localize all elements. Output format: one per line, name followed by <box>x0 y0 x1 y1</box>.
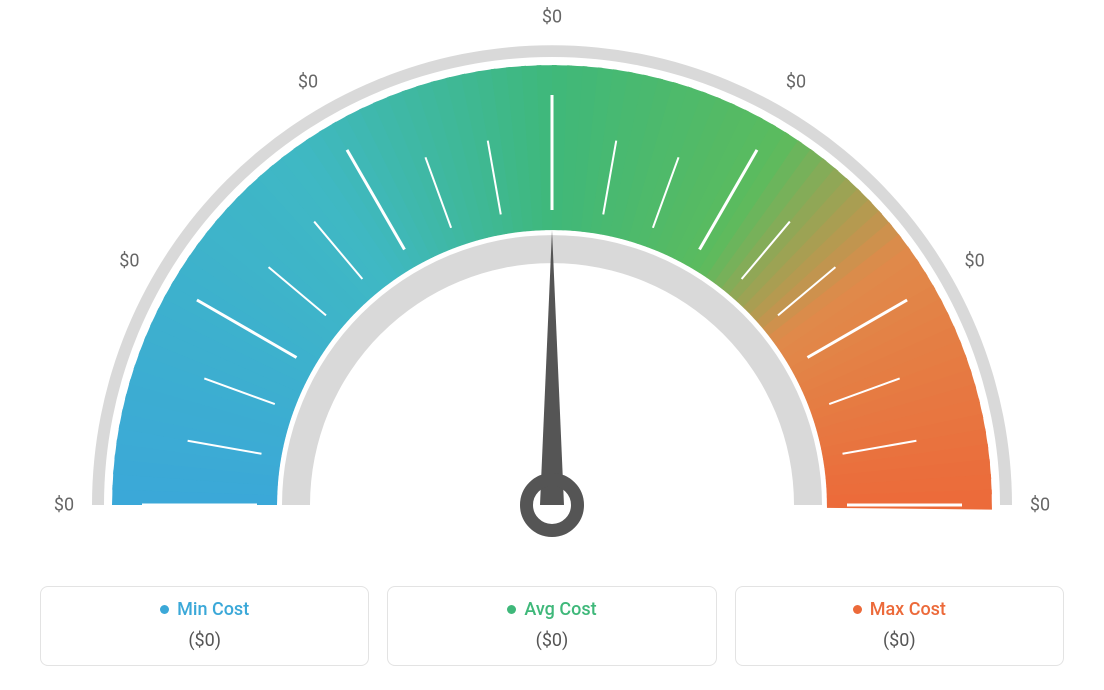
gauge-tick-label: $0 <box>542 7 562 28</box>
legend-max-title: Max Cost <box>746 599 1053 620</box>
legend-max-value: ($0) <box>746 630 1053 651</box>
legend-min-dot <box>160 605 169 614</box>
legend-min-value: ($0) <box>51 630 358 651</box>
legend-max-label: Max Cost <box>870 599 946 620</box>
cost-gauge-chart: $0 $0 $0 $0 $0 $0 $0 Min Cost ($0) Avg Cost ($… <box>0 0 1104 690</box>
legend-min-label: Min Cost <box>177 599 249 620</box>
gauge-svg <box>0 0 1104 560</box>
legend-row: Min Cost ($0) Avg Cost ($0) Max Cost ($0… <box>40 586 1064 666</box>
gauge-tick-label: $0 <box>54 495 74 516</box>
gauge-area: $0 $0 $0 $0 $0 $0 $0 <box>0 0 1104 560</box>
gauge-tick-label: $0 <box>964 251 984 272</box>
legend-max-dot <box>853 605 862 614</box>
gauge-tick-label: $0 <box>119 251 139 272</box>
legend-avg-label: Avg Cost <box>524 599 596 620</box>
legend-min-title: Min Cost <box>51 599 358 620</box>
legend-avg-dot <box>507 605 516 614</box>
gauge-tick-label: $0 <box>298 72 318 93</box>
legend-card-max: Max Cost ($0) <box>735 586 1064 666</box>
legend-avg-value: ($0) <box>398 630 705 651</box>
gauge-tick-label: $0 <box>1030 495 1050 516</box>
legend-avg-title: Avg Cost <box>398 599 705 620</box>
gauge-tick-label: $0 <box>786 72 806 93</box>
legend-card-min: Min Cost ($0) <box>40 586 369 666</box>
legend-card-avg: Avg Cost ($0) <box>387 586 716 666</box>
